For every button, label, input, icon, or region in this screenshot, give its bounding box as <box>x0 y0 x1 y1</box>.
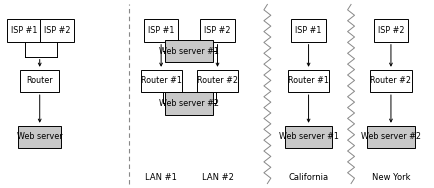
FancyBboxPatch shape <box>287 70 329 92</box>
FancyBboxPatch shape <box>140 70 181 92</box>
FancyBboxPatch shape <box>284 126 332 148</box>
FancyBboxPatch shape <box>200 19 234 42</box>
FancyBboxPatch shape <box>369 70 411 92</box>
FancyBboxPatch shape <box>366 126 414 148</box>
FancyBboxPatch shape <box>197 70 237 92</box>
Text: Router #1: Router #1 <box>287 77 328 85</box>
FancyBboxPatch shape <box>7 19 42 42</box>
Text: ISP #2: ISP #2 <box>204 26 230 35</box>
FancyBboxPatch shape <box>39 19 74 42</box>
Text: Web server #2: Web server #2 <box>159 99 219 108</box>
Text: Web server #1: Web server #1 <box>278 132 338 141</box>
Text: Web server: Web server <box>17 132 62 141</box>
FancyBboxPatch shape <box>20 70 59 92</box>
Text: Router #1: Router #1 <box>140 77 181 85</box>
Text: ISP #1: ISP #1 <box>148 26 174 35</box>
Text: Router: Router <box>26 77 53 85</box>
FancyBboxPatch shape <box>165 92 213 114</box>
FancyBboxPatch shape <box>373 19 408 42</box>
FancyBboxPatch shape <box>165 40 213 62</box>
Text: ISP #1: ISP #1 <box>295 26 321 35</box>
FancyBboxPatch shape <box>18 126 61 148</box>
Text: LAN #2: LAN #2 <box>201 173 233 182</box>
Text: New York: New York <box>371 173 409 182</box>
FancyBboxPatch shape <box>144 19 178 42</box>
Text: LAN #1: LAN #1 <box>145 173 177 182</box>
Text: ISP #1: ISP #1 <box>11 26 38 35</box>
Text: Web server #1: Web server #1 <box>159 47 219 56</box>
Text: Web server #2: Web server #2 <box>360 132 420 141</box>
Text: Router #2: Router #2 <box>197 77 237 85</box>
FancyBboxPatch shape <box>290 19 325 42</box>
Text: Router #2: Router #2 <box>370 77 411 85</box>
Text: ISP #2: ISP #2 <box>44 26 70 35</box>
Text: ISP #2: ISP #2 <box>377 26 403 35</box>
Text: California: California <box>288 173 328 182</box>
